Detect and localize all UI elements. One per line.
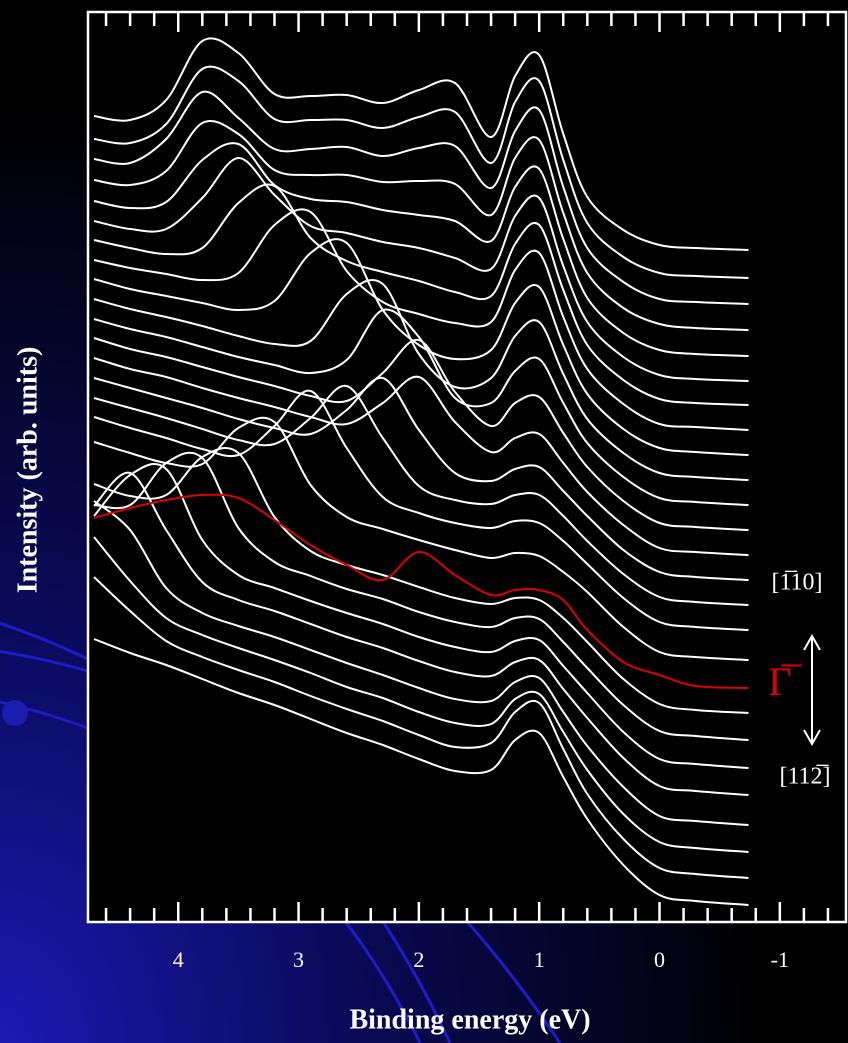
- spectrum-line: [93, 493, 749, 689]
- spectrum-line: [93, 308, 749, 506]
- plot-area: [86, 10, 848, 924]
- x-tick-label: 1: [534, 947, 545, 972]
- spectrum-line: [93, 463, 749, 769]
- spectrum-line: [93, 376, 749, 581]
- spectrum-line: [93, 536, 749, 853]
- spectrum-line: [93, 576, 749, 879]
- x-tick-label: 0: [654, 947, 665, 972]
- x-tick-label: -1: [771, 947, 789, 972]
- spectrum-line: [93, 638, 749, 906]
- direction-arrow: [803, 633, 821, 747]
- spectrum-line: [93, 37, 749, 251]
- plot-frame: [86, 10, 848, 924]
- x-tick-label: 2: [413, 947, 424, 972]
- spectrum-line: [93, 384, 749, 606]
- dot: [2, 700, 28, 726]
- x-tick-label: 3: [293, 947, 304, 972]
- spectrum-line: [93, 90, 749, 305]
- spectrum-line: [93, 142, 749, 357]
- spectrum-line: [93, 357, 749, 556]
- spectrum-line: [93, 183, 749, 406]
- x-axis-title: Binding energy (eV): [349, 1004, 590, 1035]
- spectrum-line: [93, 65, 749, 279]
- annotation: [112̅]: [779, 764, 830, 790]
- arrow-heads: [803, 633, 821, 747]
- x-tick-label: 4: [173, 947, 184, 972]
- spectrum-line: [93, 238, 749, 456]
- annotation: [1̅10]: [771, 570, 822, 596]
- spectrum-line: [93, 451, 749, 741]
- spectrum-line: [93, 120, 749, 331]
- y-axis-title: Intensity (arb. units): [12, 347, 43, 594]
- spectrum-line: [93, 337, 749, 531]
- spectrum-line: [93, 447, 749, 714]
- spectrum-line: [93, 500, 749, 826]
- spectrum-line: [93, 156, 749, 382]
- spectrum-line: [93, 208, 749, 431]
- spectrum-line: [93, 471, 749, 796]
- spectrum-line: [93, 279, 749, 481]
- spectrum-line: [93, 389, 749, 631]
